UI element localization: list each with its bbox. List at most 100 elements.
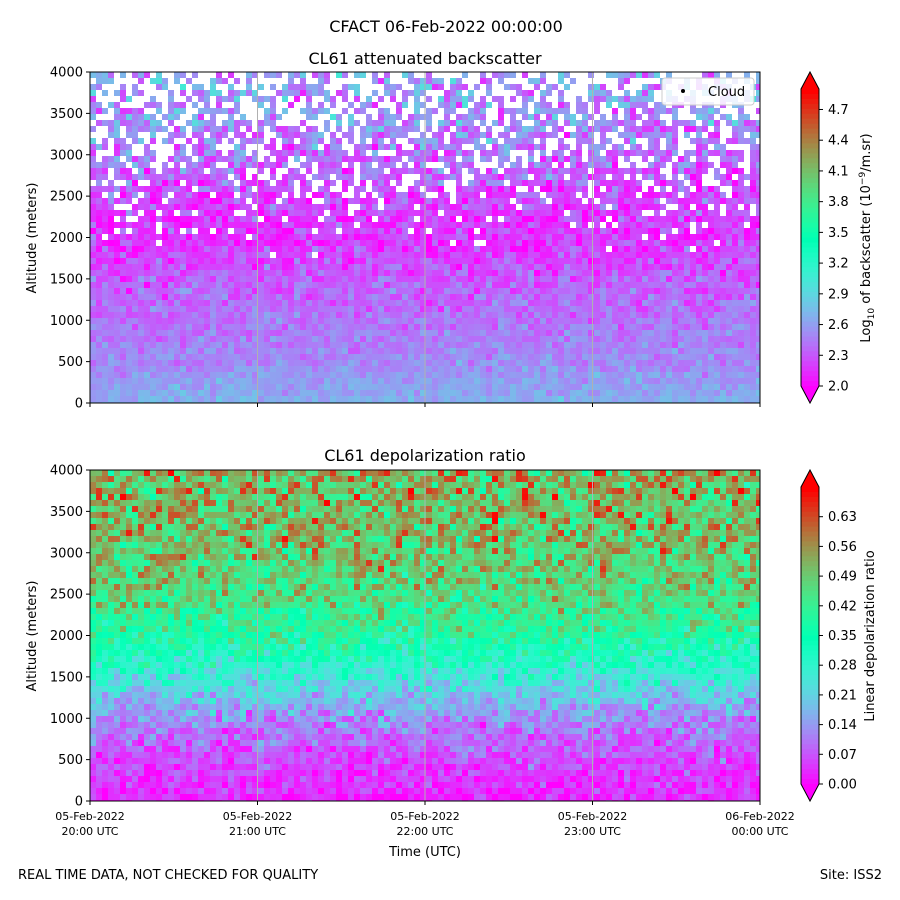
heatmap-cell (150, 204, 156, 210)
heatmap-cell (252, 150, 258, 156)
heatmap-cell (636, 126, 642, 132)
heatmap-cell (456, 300, 462, 306)
heatmap-cell (534, 192, 540, 198)
heatmap-cell (468, 288, 474, 294)
heatmap-cell (108, 324, 114, 330)
heatmap-cell (612, 144, 618, 150)
heatmap-cell (402, 348, 408, 354)
heatmap-cell (198, 288, 204, 294)
heatmap-cell (384, 144, 390, 150)
heatmap-cell (480, 204, 486, 210)
heatmap-cell (672, 360, 678, 366)
heatmap-cell (96, 270, 102, 276)
heatmap-cell (630, 180, 636, 186)
heatmap-cell (330, 282, 336, 288)
heatmap-cell (246, 306, 252, 312)
heatmap-cell (126, 336, 132, 342)
heatmap-cell (534, 378, 540, 384)
heatmap-cell (480, 174, 486, 180)
heatmap-cell (240, 222, 246, 228)
heatmap-cell (318, 102, 324, 108)
heatmap-cell (324, 90, 330, 96)
heatmap-cell (636, 318, 642, 324)
heatmap-cell (672, 354, 678, 360)
heatmap-cell (744, 348, 750, 354)
heatmap-cell (126, 300, 132, 306)
heatmap-cell (300, 300, 306, 306)
heatmap-cell (342, 336, 348, 342)
heatmap-cell (696, 282, 702, 288)
heatmap-cell (402, 90, 408, 96)
heatmap-cell (336, 288, 342, 294)
heatmap-cell (510, 288, 516, 294)
heatmap-cell (456, 282, 462, 288)
heatmap-cell (756, 276, 760, 282)
heatmap-cell (132, 348, 138, 354)
heatmap-cell (438, 294, 444, 300)
heatmap-cell (414, 282, 420, 288)
heatmap-cell (534, 282, 540, 288)
heatmap-cell (552, 342, 558, 348)
heatmap-cell (720, 258, 726, 264)
heatmap-cell (444, 270, 450, 276)
heatmap-cell (336, 138, 342, 144)
heatmap-cell (540, 336, 546, 342)
heatmap-cell (222, 336, 228, 342)
heatmap-cell (636, 204, 642, 210)
heatmap-cell (636, 342, 642, 348)
heatmap-cell (168, 336, 174, 342)
heatmap-cell (420, 198, 426, 204)
heatmap-cell (678, 258, 684, 264)
heatmap-cell (234, 354, 240, 360)
heatmap-cell (384, 126, 390, 132)
heatmap-cell (456, 360, 462, 366)
heatmap-cell (246, 264, 252, 270)
heatmap-cell (192, 180, 198, 186)
heatmap-cell (576, 126, 582, 132)
heatmap-cell (756, 240, 760, 246)
heatmap-cell (510, 336, 516, 342)
heatmap-cell (570, 258, 576, 264)
heatmap-cell (474, 330, 480, 336)
heatmap-cell (138, 186, 144, 192)
heatmap-cell (474, 210, 480, 216)
heatmap-cell (522, 342, 528, 348)
heatmap-cell (396, 372, 402, 378)
heatmap-cell (690, 168, 696, 174)
heatmap-cell (264, 342, 270, 348)
heatmap-cell (222, 126, 228, 132)
heatmap-cell (654, 318, 660, 324)
heatmap-cell (480, 342, 486, 348)
heatmap-cell (162, 174, 168, 180)
heatmap-cell (564, 234, 570, 240)
heatmap-cell (498, 96, 504, 102)
heatmap-cell (462, 210, 468, 216)
heatmap-cell (750, 156, 756, 162)
heatmap-cell (438, 186, 444, 192)
heatmap-cell (156, 378, 162, 384)
heatmap-cell (480, 294, 486, 300)
heatmap-cell (198, 306, 204, 312)
heatmap-cell (210, 300, 216, 306)
heatmap-cell (420, 282, 426, 288)
heatmap-cell (144, 192, 150, 198)
heatmap-cell (96, 294, 102, 300)
heatmap-cell (636, 102, 642, 108)
heatmap-cell (282, 252, 288, 258)
heatmap-cell (630, 162, 636, 168)
heatmap-cell (564, 306, 570, 312)
heatmap-cell (132, 288, 138, 294)
heatmap-cell (432, 354, 438, 360)
heatmap-cell (444, 276, 450, 282)
heatmap-cell (432, 108, 438, 114)
heatmap-cell (666, 270, 672, 276)
heatmap-cell (378, 192, 384, 198)
heatmap-cell (498, 192, 504, 198)
heatmap-cell (324, 168, 330, 174)
heatmap-cell (186, 258, 192, 264)
heatmap-cell (114, 198, 120, 204)
heatmap-cell (522, 270, 528, 276)
heatmap-cell (654, 132, 660, 138)
heatmap-cell (510, 84, 516, 90)
heatmap-cell (186, 312, 192, 318)
